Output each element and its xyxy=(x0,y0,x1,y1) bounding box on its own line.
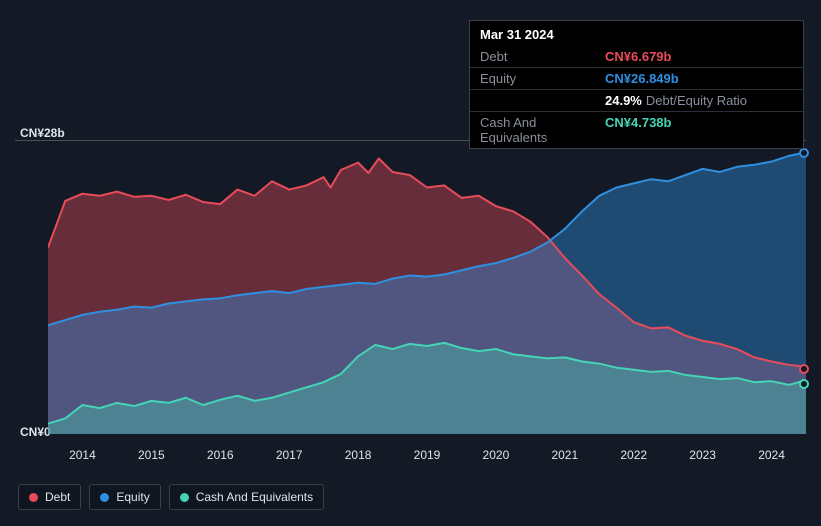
x-tick-label: 2022 xyxy=(620,448,647,462)
tooltip-date: Mar 31 2024 xyxy=(470,21,803,46)
x-tick-label: 2023 xyxy=(689,448,716,462)
x-tick-label: 2021 xyxy=(551,448,578,462)
legend-item-equity[interactable]: Equity xyxy=(89,484,160,510)
series-end-marker-cash[interactable] xyxy=(799,379,809,389)
legend-item-cash[interactable]: Cash And Equivalents xyxy=(169,484,324,510)
x-tick-label: 2018 xyxy=(345,448,372,462)
tooltip-row-value: CN¥6.679b xyxy=(605,49,671,64)
tooltip-row: EquityCN¥26.849b xyxy=(470,68,803,90)
x-tick-label: 2014 xyxy=(69,448,96,462)
tooltip-row: DebtCN¥6.679b xyxy=(470,46,803,68)
legend-label: Cash And Equivalents xyxy=(196,490,313,504)
tooltip-row-label: Debt xyxy=(480,49,605,64)
tooltip-row-label: Cash And Equivalents xyxy=(480,115,605,145)
x-tick-label: 2015 xyxy=(138,448,165,462)
tooltip-row-suffix: Debt/Equity Ratio xyxy=(646,93,747,108)
legend-label: Equity xyxy=(116,490,149,504)
x-tick-label: 2017 xyxy=(276,448,303,462)
tooltip-row-value: 24.9%Debt/Equity Ratio xyxy=(605,93,747,108)
y-axis-bottom-label: CN¥0 xyxy=(20,425,51,439)
tooltip-row-value: CN¥26.849b xyxy=(605,71,679,86)
series-end-marker-debt[interactable] xyxy=(799,364,809,374)
series-end-marker-equity[interactable] xyxy=(799,148,809,158)
chart-container: { "chart": { "type": "area", "background… xyxy=(0,0,821,526)
tooltip-row: 24.9%Debt/Equity Ratio xyxy=(470,90,803,112)
tooltip-row-label: Equity xyxy=(480,71,605,86)
x-tick-label: 2020 xyxy=(483,448,510,462)
y-axis-top-label: CN¥28b xyxy=(20,126,65,140)
x-tick-label: 2019 xyxy=(414,448,441,462)
tooltip-row: Cash And EquivalentsCN¥4.738b xyxy=(470,112,803,148)
legend-label: Debt xyxy=(45,490,70,504)
legend-dot-icon xyxy=(100,493,109,502)
x-tick-label: 2016 xyxy=(207,448,234,462)
chart-legend: Debt Equity Cash And Equivalents xyxy=(18,484,324,510)
x-axis: 2014 2015 2016 2017 2018 2019 2020 2021 2022 2023… xyxy=(48,448,806,468)
chart-svg xyxy=(48,144,806,434)
chart-tooltip: Mar 31 2024 DebtCN¥6.679bEquityCN¥26.849… xyxy=(469,20,804,149)
x-tick-label: 2024 xyxy=(758,448,785,462)
chart-plot-area[interactable] xyxy=(48,144,806,434)
legend-item-debt[interactable]: Debt xyxy=(18,484,81,510)
tooltip-row-value: CN¥4.738b xyxy=(605,115,671,145)
legend-dot-icon xyxy=(29,493,38,502)
legend-dot-icon xyxy=(180,493,189,502)
tooltip-row-label xyxy=(480,93,605,108)
